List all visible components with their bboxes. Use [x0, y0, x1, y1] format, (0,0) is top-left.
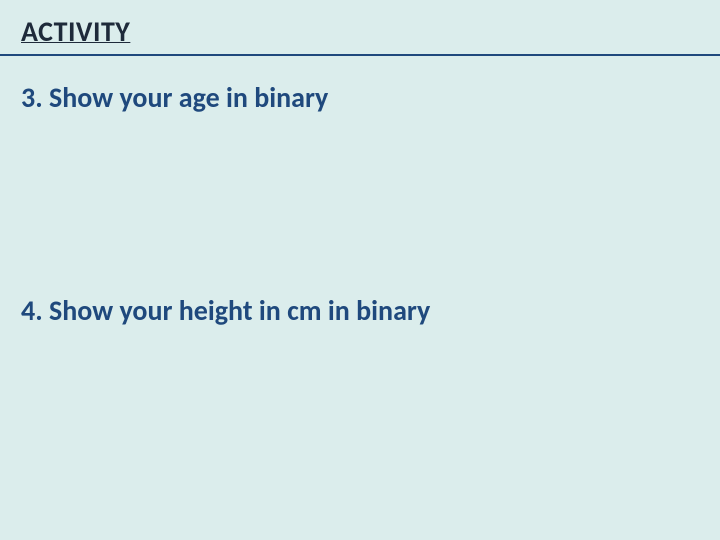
- prompt-3: 3. Show your age in binary: [21, 80, 328, 115]
- slide: ACTIVITY 3. Show your age in binary 4. S…: [0, 0, 720, 540]
- activity-heading: ACTIVITY: [21, 14, 130, 49]
- prompt-4: 4. Show your height in cm in binary: [21, 293, 430, 328]
- heading-divider: [0, 54, 720, 56]
